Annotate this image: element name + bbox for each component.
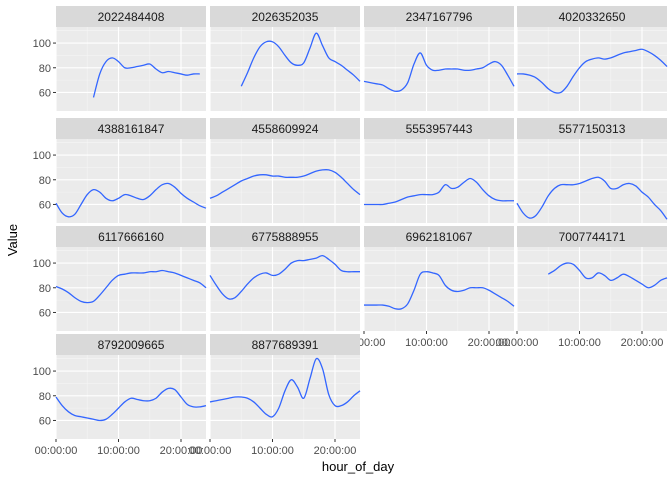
x-tick-label: 00:00:00 [496, 337, 539, 349]
x-tick-label: 00:00:00 [35, 445, 78, 457]
facet-strip-label: 5553957443 [406, 122, 473, 136]
y-tick-label: 60 [39, 415, 51, 427]
facet-7007744171: 7007744171 00:00:00 10:00:00 20:00:00 [496, 226, 667, 349]
x-tick-label: 20:00:00 [621, 337, 664, 349]
x-tick-label: 10:00:00 [251, 445, 294, 457]
y-tick-label: 60 [39, 87, 51, 99]
x-axis-title: hour_of_day [322, 459, 395, 474]
x-tick-label: 20:00:00 [314, 445, 357, 457]
facet-6775888955: 6775888955 [210, 226, 360, 331]
facet-panel-background [364, 27, 514, 111]
facet-strip-label: 6117666160 [98, 230, 164, 244]
facet-panels: 2022484408 60 80 100 2026352035 2347167796 402… [33, 6, 667, 457]
facet-2022484408: 2022484408 60 80 100 [33, 6, 206, 111]
facet-panel-background [56, 139, 206, 223]
facet-strip-label: 6962181067 [406, 230, 473, 244]
facet-strip-label: 8792009665 [98, 338, 165, 352]
facet-panel-background [56, 247, 206, 331]
facet-8877689391: 8877689391 00:00:00 10:00:00 20:00:00 [189, 334, 360, 457]
facet-panel-background [517, 247, 667, 331]
facet-2026352035: 2026352035 [210, 6, 360, 111]
facet-strip-label: 8877689391 [252, 338, 319, 352]
y-tick-label: 80 [39, 391, 51, 403]
y-axis-title: Value [5, 224, 20, 256]
facet-strip-label: 5577150313 [559, 122, 626, 136]
facet-strip-label: 2347167796 [406, 10, 473, 24]
facet-5577150313: 5577150313 [517, 118, 667, 223]
facet-panel-background [210, 247, 360, 331]
facet-panel-background [364, 247, 514, 331]
facet-strip-label: 4388161847 [98, 122, 165, 136]
facet-panel-background [210, 27, 360, 111]
facet-6117666160: 6117666160 60 80 100 [33, 226, 206, 331]
facet-strip-label: 7007744171 [559, 230, 626, 244]
y-tick-label: 100 [33, 366, 51, 378]
y-tick-label: 80 [39, 175, 51, 187]
facet-5553957443: 5553957443 [364, 118, 514, 223]
y-tick-label: 80 [39, 283, 51, 295]
facet-strip-label: 4558609924 [252, 122, 319, 136]
y-tick-label: 100 [33, 258, 51, 270]
facet-panel-background [210, 139, 360, 223]
facet-4388161847: 4388161847 60 80 100 [33, 118, 206, 223]
x-tick-label: 00:00:00 [189, 445, 232, 457]
facet-panel-background [517, 27, 667, 111]
facet-strip-label: 6775888955 [252, 230, 319, 244]
facet-strip-label: 2026352035 [252, 10, 319, 24]
x-tick-label: 10:00:00 [405, 337, 448, 349]
y-tick-label: 100 [33, 38, 51, 50]
y-tick-label: 80 [39, 63, 51, 75]
x-tick-label: 10:00:00 [558, 337, 601, 349]
facet-panel-background [364, 139, 514, 223]
y-tick-label: 60 [39, 199, 51, 211]
facet-2347167796: 2347167796 [364, 6, 514, 111]
x-tick-label: 10:00:00 [97, 445, 140, 457]
facet-panel-background [56, 27, 206, 111]
facet-4558609924: 4558609924 [210, 118, 360, 223]
y-tick-label: 60 [39, 307, 51, 319]
facet-4020332650: 4020332650 [517, 6, 667, 111]
facet-panel-background [56, 355, 206, 439]
facet-strip-label: 4020332650 [559, 10, 626, 24]
facet-strip-label: 2022484408 [98, 10, 165, 24]
y-tick-label: 100 [33, 150, 51, 162]
